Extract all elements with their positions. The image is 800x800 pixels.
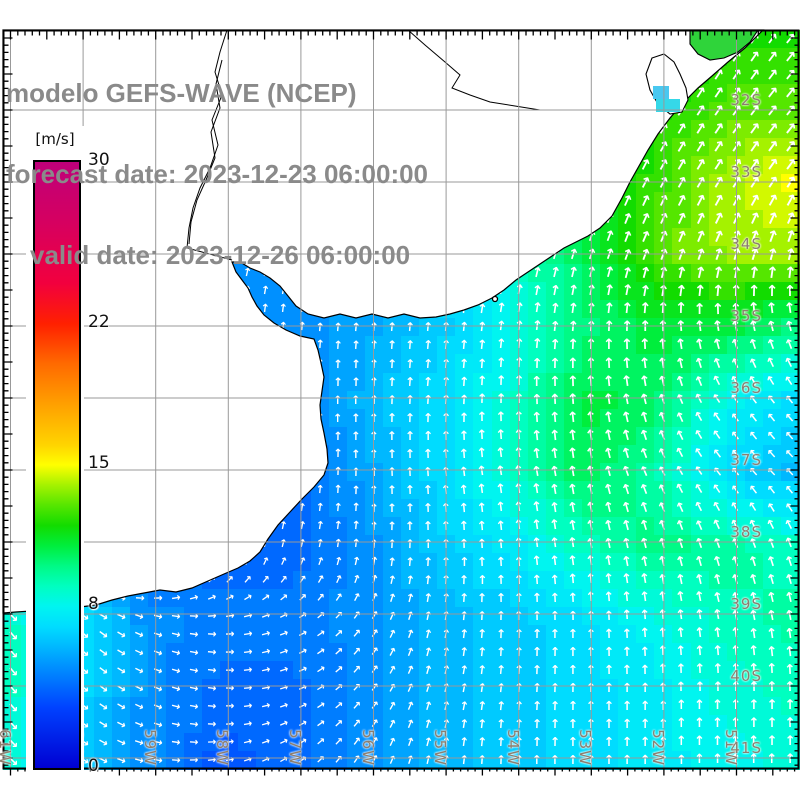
lon-label-52W: 52W <box>648 729 667 766</box>
colorbar-tick-15: 15 <box>88 453 110 473</box>
lat-label-41S: 41S <box>730 739 762 757</box>
lat-label-33S: 33S <box>730 163 762 181</box>
lat-label-35S: 35S <box>730 307 762 325</box>
lon-label-54W: 54W <box>503 729 522 766</box>
forecast-date-line: forecast date: 2023-12-23 06:00:00 <box>6 159 429 189</box>
lon-label-58W: 58W <box>213 729 232 766</box>
lat-label-39S: 39S <box>730 595 762 613</box>
lat-label-32S: 32S <box>730 91 762 109</box>
lat-label-38S: 38S <box>730 523 762 541</box>
lon-label-59W: 59W <box>140 729 159 766</box>
lon-label-53W: 53W <box>576 729 595 766</box>
valid-date-line: valid date: 2023-12-26 06:00:00 <box>30 240 411 270</box>
model-name-title: modelo GEFS-WAVE (NCEP) <box>6 78 357 108</box>
lat-label-36S: 36S <box>730 379 762 397</box>
lat-label-40S: 40S <box>730 667 762 685</box>
colorbar-tick-0: 0 <box>88 756 99 776</box>
lon-label-55W: 55W <box>431 729 450 766</box>
lon-label-57W: 57W <box>285 729 304 766</box>
lon-label-56W: 56W <box>358 729 377 766</box>
lat-label-37S: 37S <box>730 451 762 469</box>
lon-label-61W: 61W <box>0 729 14 766</box>
plot-title-block: modelo GEFS-WAVE (NCEP) forecast date: 2… <box>6 26 428 323</box>
colorbar-tick-8: 8 <box>88 594 99 615</box>
lat-label-34S: 34S <box>730 235 762 253</box>
